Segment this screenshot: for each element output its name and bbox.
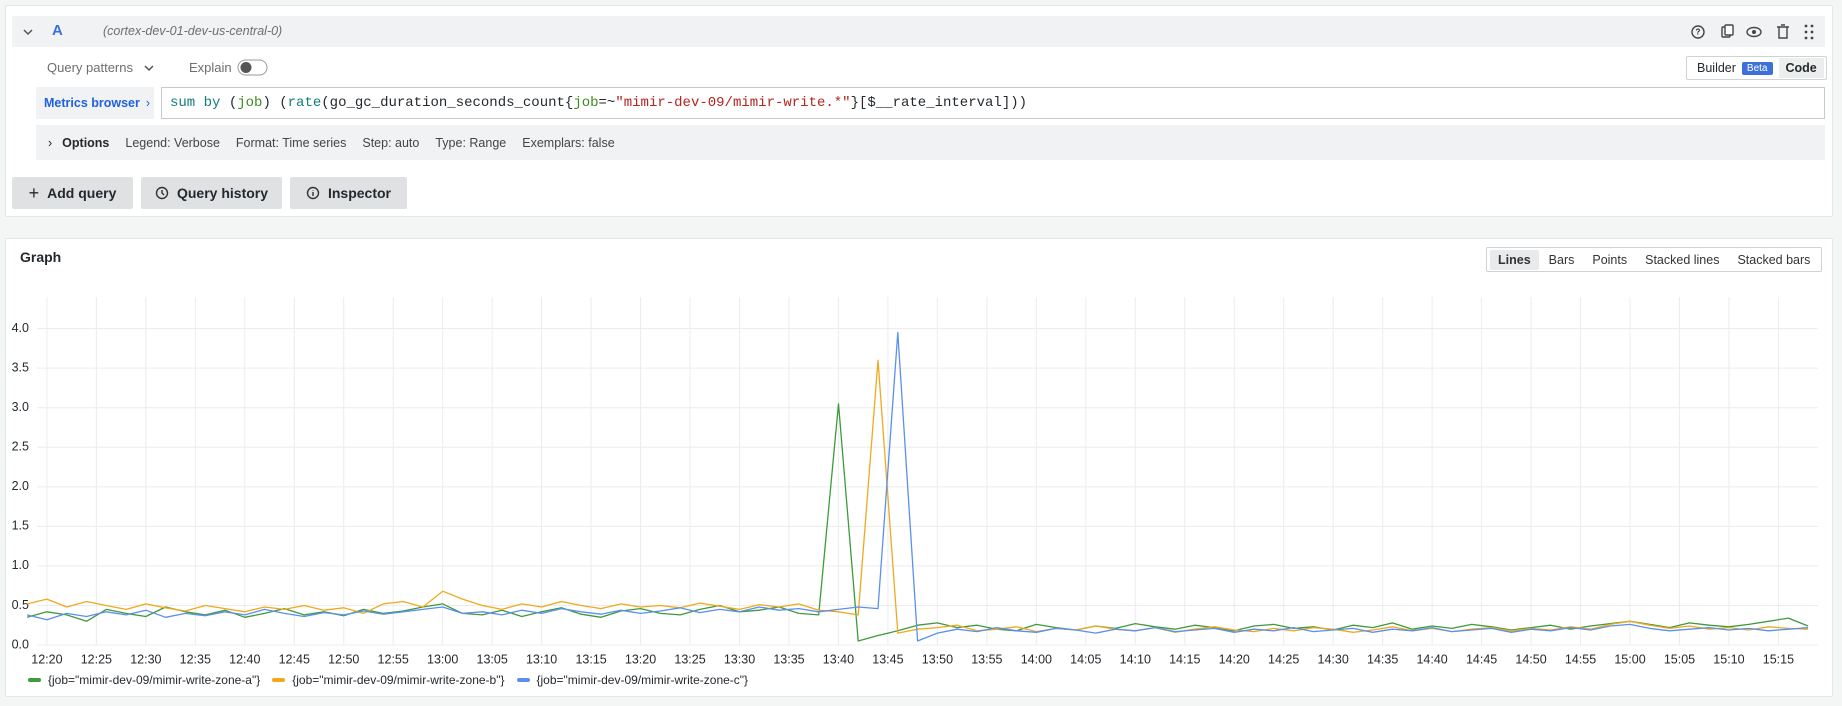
display-mode[interactable]: Points [1592,252,1628,267]
graph-title: Graph [20,249,62,265]
legend-item[interactable]: {job="mimir-dev-09/mimir-write-zone-a"} [28,673,260,687]
legend-swatch [28,678,41,682]
query-token: ) ( [262,95,288,111]
options-label: Options [62,135,110,150]
display-mode[interactable]: Lines [1490,249,1539,270]
option-item: Legend: Verbose [125,135,220,150]
explain-label: Explain [189,60,232,75]
query-token: =~ [598,95,616,111]
query-token: sum by [170,95,229,111]
options-row[interactable]: › Options Legend: Verbose Format: Time s… [36,125,1825,160]
query-token: (go_gc_duration_seconds_count{ [321,95,574,111]
legend-label: {job="mimir-dev-09/mimir-write-zone-b"} [292,673,505,687]
dropdown-icon[interactable] [143,62,155,74]
display-mode-group: Lines Bars Points Stacked lines Stacked bars [1486,247,1823,272]
add-query-button[interactable]: + Add query [12,177,133,209]
button-label: Add query [47,185,117,201]
legend-label: {job="mimir-dev-09/mimir-write-zone-a"} [48,673,261,687]
legend-item[interactable]: {job="mimir-dev-09/mimir-write-zone-b"} [272,673,505,687]
display-mode[interactable]: Stacked lines [1645,252,1720,267]
code-tab[interactable]: Code [1778,58,1824,78]
builder-tab[interactable]: Builder [1697,61,1736,75]
legend-swatch [516,678,530,682]
graph-panel [5,238,1833,697]
query-token: }[$__rate_interval])) [850,95,1028,111]
display-mode[interactable]: Stacked bars [1737,252,1811,267]
svg-text:?: ? [1696,28,1701,37]
option-item: Exemplars: false [522,135,615,150]
query-token: job [237,95,263,111]
button-label: Query history [176,185,269,201]
inspector-button[interactable]: Inspector [290,177,407,209]
query-token: job [573,95,599,111]
query-input[interactable]: sum by (job) (rate (go_gc_duration_second… [161,87,1825,119]
query-token: ( [228,95,238,111]
display-mode[interactable]: Bars [1548,252,1575,267]
option-item: Type: Range [435,135,507,150]
ref-id[interactable]: A [52,22,63,39]
collapse-icon[interactable] [22,26,34,38]
legend-item[interactable]: {job="mimir-dev-09/mimir-write-zone-c"} [516,673,749,687]
metrics-browser-label: Metrics browser [44,96,140,110]
query-token: rate [287,95,322,111]
legend-label: {job="mimir-dev-09/mimir-write-zone-c"} [536,673,749,687]
query-history-button[interactable]: Query history [141,177,282,209]
datasource-name: (cortex-dev-01-dev-us-central-0) [103,24,283,38]
metrics-browser[interactable]: Metrics browser › [36,87,154,119]
query-patterns[interactable]: Query patterns [47,60,133,75]
query-token: "mimir-dev-09/mimir-write.*" [615,95,851,111]
legend: {job="mimir-dev-09/mimir-write-zone-a"} {… [28,672,760,688]
option-item: Format: Time series [235,135,347,150]
legend-swatch [272,678,286,682]
editor-mode: Builder Beta Code [1686,56,1827,80]
option-item: Step: auto [362,135,420,150]
button-label: Inspector [327,185,391,201]
header-actions[interactable]: ? [1688,22,1824,42]
beta-badge: Beta [1741,61,1773,75]
explain-toggle[interactable] [237,59,269,76]
query-header [12,16,1825,47]
